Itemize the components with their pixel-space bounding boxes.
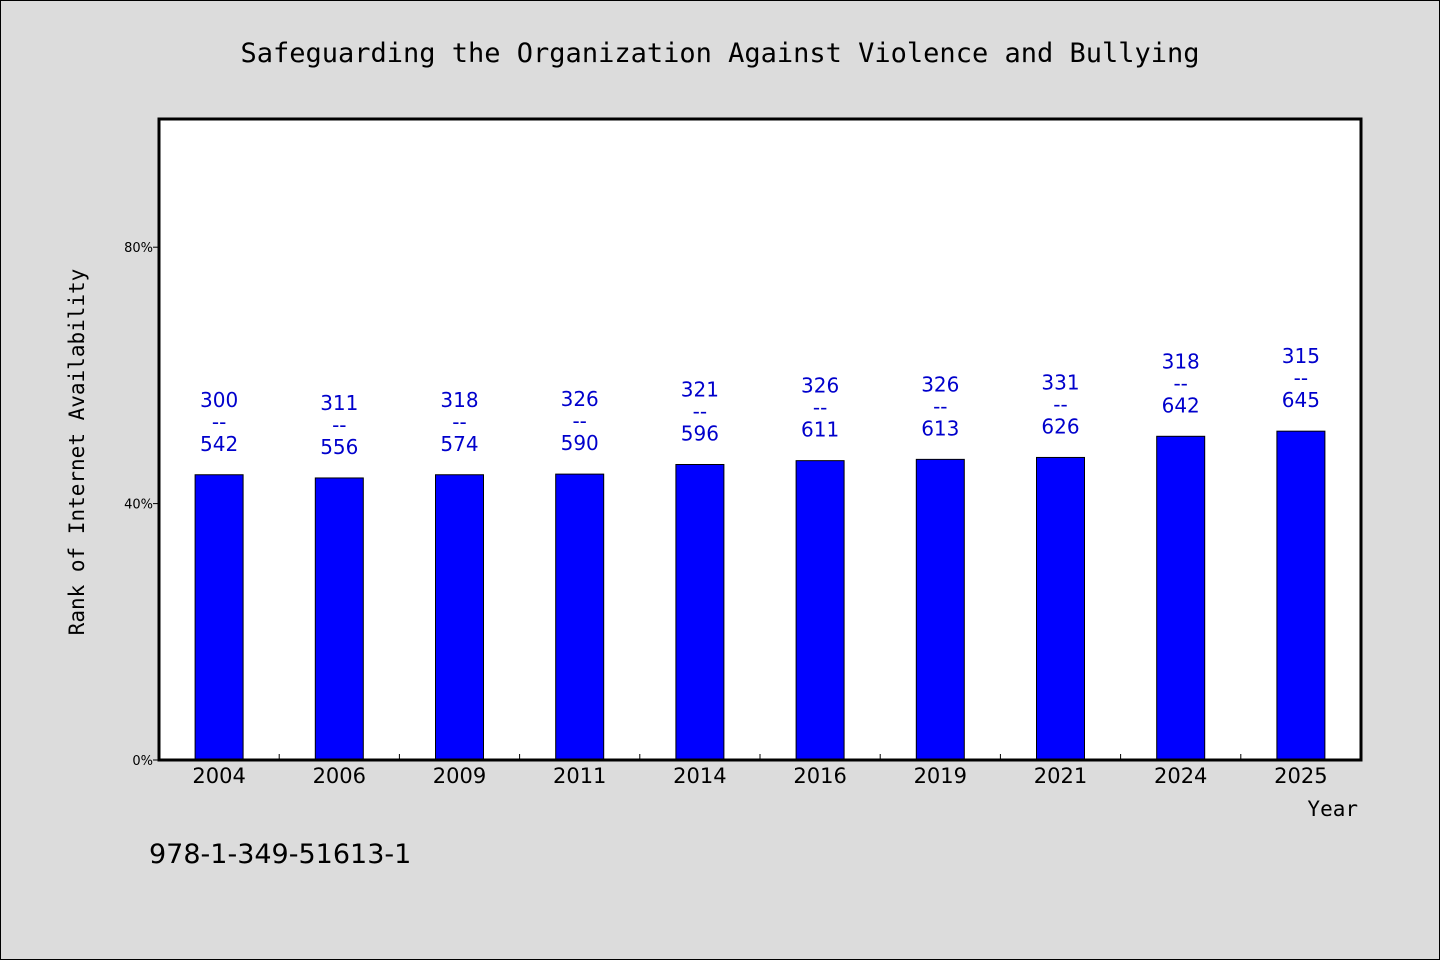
data-label-separator: --: [1053, 392, 1067, 416]
data-label-2025: 315--645: [1282, 344, 1320, 412]
x-axis: 2004 2006 2009 2011 2014 2016 2019 2021 2024 2025: [192, 754, 1328, 788]
data-label-top: 318: [1162, 349, 1200, 373]
data-label-bottom: 645: [1282, 388, 1320, 412]
bar-2019: [915, 458, 965, 761]
x-tick-label: 2019: [914, 764, 967, 788]
data-label-separator: --: [1173, 371, 1187, 395]
data-label-top: 326: [561, 387, 599, 411]
bar-2016: [795, 460, 845, 761]
x-tick-label: 2009: [433, 764, 486, 788]
y-axis: 0% 40% 80%: [124, 241, 159, 769]
data-label-2009: 318--574: [440, 388, 478, 456]
data-label-separator: --: [452, 410, 466, 434]
y-tick-label: 80%: [124, 241, 153, 256]
y-tick-label: 0%: [132, 754, 153, 769]
data-label-2021: 331--626: [1041, 370, 1079, 438]
data-label-2019: 326--613: [921, 372, 959, 440]
data-label-separator: --: [933, 394, 947, 418]
x-tick-label: 2014: [673, 764, 726, 788]
data-label-separator: --: [813, 396, 827, 420]
bar-2014: [675, 463, 725, 761]
data-label-separator: --: [212, 410, 226, 434]
data-label-bottom: 642: [1162, 393, 1200, 417]
y-axis-title: Rank of Internet Availability: [65, 269, 89, 636]
data-label-bottom: 574: [440, 432, 478, 456]
data-label-top: 300: [200, 388, 238, 412]
bar-2009: [435, 474, 484, 761]
x-tick-label: 2006: [313, 764, 366, 788]
x-tick-label: 2011: [553, 764, 606, 788]
data-label-2014: 321--596: [681, 377, 719, 445]
x-tick-label: 2004: [192, 764, 245, 788]
bar-2011: [555, 473, 605, 761]
data-label-bottom: 556: [320, 435, 358, 459]
data-label-top: 326: [921, 372, 959, 396]
bar-2004: [194, 474, 244, 761]
data-label-top: 326: [801, 374, 839, 398]
data-label-separator: --: [572, 409, 586, 433]
chart-title: Safeguarding the Organization Against Vi…: [240, 38, 1199, 69]
bar-2021: [1036, 456, 1085, 761]
data-labels-layer: 300--542311--556318--574326--590321--596…: [200, 344, 1320, 459]
data-label-bottom: 611: [801, 418, 839, 442]
data-label-2024: 318--642: [1162, 349, 1200, 417]
data-label-bottom: 542: [200, 432, 238, 456]
bars-layer: [194, 430, 1326, 761]
data-label-separator: --: [1294, 366, 1308, 390]
data-label-bottom: 596: [681, 421, 719, 445]
data-label-top: 321: [681, 377, 719, 401]
x-tick-label: 2021: [1034, 764, 1087, 788]
data-label-bottom: 590: [561, 431, 599, 455]
x-tick-label: 2025: [1274, 764, 1327, 788]
data-label-top: 315: [1282, 344, 1320, 368]
data-label-2006: 311--556: [320, 391, 358, 459]
bar-2024: [1156, 435, 1206, 761]
footnote-isbn: 978-1-349-51613-1: [149, 839, 411, 870]
data-label-bottom: 626: [1041, 414, 1079, 438]
y-tick-label: 40%: [124, 498, 153, 513]
data-label-2004: 300--542: [200, 388, 238, 456]
data-label-top: 311: [320, 391, 358, 415]
x-tick-label: 2016: [793, 764, 846, 788]
bar-2025: [1276, 430, 1326, 761]
data-label-2016: 326--611: [801, 374, 839, 442]
data-label-bottom: 613: [921, 416, 959, 440]
data-label-separator: --: [332, 413, 346, 437]
data-label-2011: 326--590: [561, 387, 599, 455]
x-axis-title: Year: [1307, 797, 1358, 821]
data-label-separator: --: [693, 399, 707, 423]
x-tick-label: 2024: [1154, 764, 1207, 788]
bar-2006: [314, 477, 364, 761]
data-label-top: 331: [1041, 370, 1079, 394]
data-label-top: 318: [440, 388, 478, 412]
